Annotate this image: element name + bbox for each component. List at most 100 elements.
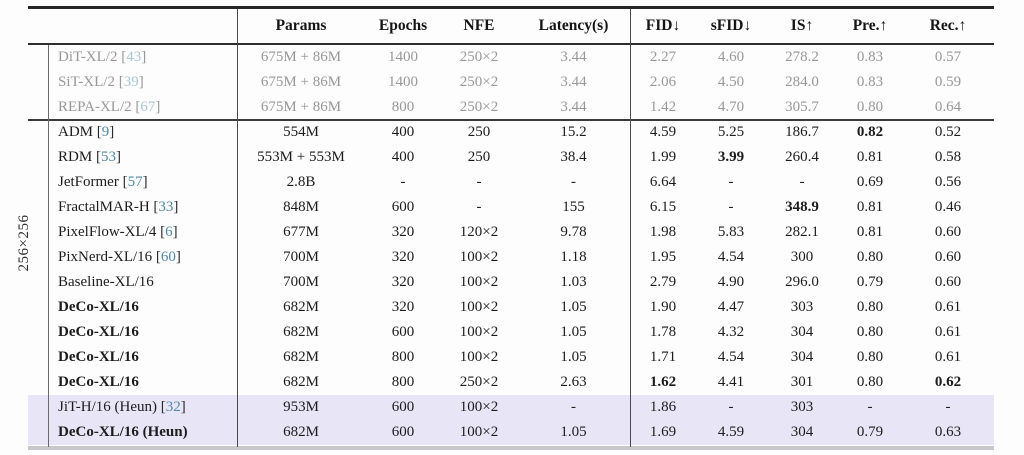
table-row: DeCo-XL/16 (Heun) 682M 600 100×2 1.05 1.69 4.5… <box>28 420 994 445</box>
cell-rec: 0.57 <box>934 49 962 65</box>
cell-params: 675M + 86M <box>260 99 342 115</box>
cell-params: 682M <box>283 349 319 365</box>
benchmark-table: Params Epochs NFE Latency(s) FID↓ sFID↓ … <box>28 6 994 450</box>
model-label: RDM [53] <box>58 149 121 165</box>
model-label: ADM [9] <box>58 124 115 140</box>
cell-nfe: 100×2 <box>459 424 499 440</box>
cell-latency: 1.05 <box>560 424 587 440</box>
cell-rec: 0.56 <box>934 174 962 190</box>
cell-latency: - <box>571 174 576 190</box>
col-header-epochs: Epochs <box>378 16 428 34</box>
divider-latency-fid <box>630 8 632 447</box>
citation-bracket: [ <box>157 399 166 415</box>
cell-pre: 0.69 <box>856 174 884 190</box>
cell-pre: 0.81 <box>856 224 884 240</box>
table-row: ADM [9] 554M 400 250 15.2 4.59 5.25 186.7 0.82 0.… <box>28 120 994 145</box>
citation-link[interactable]: 33 <box>158 199 174 215</box>
col-header-pre: Pre.↑ <box>852 16 888 34</box>
cell-nfe: 250×2 <box>459 49 499 65</box>
cell-fid: 1.62 <box>649 374 677 390</box>
cell-latency: 1.05 <box>560 299 587 315</box>
cell-pre: 0.80 <box>856 374 884 390</box>
cell-pre: 0.80 <box>856 349 884 365</box>
citation-link[interactable]: 6 <box>165 224 173 240</box>
cell-is: 348.9 <box>785 199 819 215</box>
cell-rec: 0.61 <box>934 324 962 340</box>
col-header-sfid: sFID↓ <box>710 16 752 34</box>
citation-bracket: [ <box>117 49 127 65</box>
cell-fid: 1.69 <box>649 424 677 440</box>
cell-fid: 1.42 <box>649 99 677 115</box>
cell-fid: 2.27 <box>649 49 677 65</box>
cell-rec: 0.63 <box>934 424 962 440</box>
cell-nfe: 100×2 <box>459 349 499 365</box>
table-row: DeCo-XL/16 682M 600 100×2 1.05 1.78 4.32 304 0.8… <box>28 320 994 345</box>
citation-link[interactable]: 60 <box>160 249 176 265</box>
cell-epochs: 320 <box>391 274 415 290</box>
cell-nfe: 100×2 <box>459 249 499 265</box>
table-row: RDM [53] 553M + 553M 400 250 38.4 1.99 3.99 260… <box>28 145 994 170</box>
cell-pre: 0.79 <box>856 424 884 440</box>
cell-is: 282.1 <box>785 224 819 240</box>
cell-is: 305.7 <box>785 99 819 115</box>
table-row: Baseline-XL/16 700M 320 100×2 1.03 2.79 4.90 29… <box>28 270 994 295</box>
cell-epochs: - <box>400 174 406 190</box>
col-header-rec: Rec.↑ <box>929 16 967 34</box>
cell-sfid: 4.41 <box>717 374 745 390</box>
cell-pre: 0.79 <box>856 274 884 290</box>
col-header-is: IS↑ <box>790 16 814 34</box>
model-label: SiT-XL/2 [39] <box>58 74 144 90</box>
citation-bracket: [ <box>92 149 101 165</box>
cell-epochs: 400 <box>391 149 415 165</box>
cell-params: 682M <box>283 424 319 440</box>
citation-link[interactable]: 39 <box>123 74 139 90</box>
cell-rec: 0.60 <box>934 249 962 265</box>
cell-fid: 2.79 <box>649 274 677 290</box>
citation-link[interactable]: 67 <box>140 99 156 115</box>
citation-bracket: [ <box>149 199 159 215</box>
cell-epochs: 600 <box>391 324 415 340</box>
cell-fid: 1.90 <box>649 299 677 315</box>
cell-epochs: 800 <box>391 374 415 390</box>
cell-sfid: - <box>728 199 734 215</box>
citation-link[interactable]: 43 <box>126 49 142 65</box>
table-row: DeCo-XL/16 682M 320 100×2 1.05 1.90 4.47 303 0.8… <box>28 295 994 320</box>
cell-params: 700M <box>283 249 319 265</box>
cell-epochs: 320 <box>391 249 415 265</box>
cell-rec: 0.58 <box>934 149 962 165</box>
cell-sfid: 4.70 <box>717 99 745 115</box>
bottom-rule <box>28 446 994 450</box>
cell-latency: 155 <box>562 199 585 215</box>
cell-latency: 1.05 <box>560 324 587 340</box>
table-row: DiT-XL/2 [43] 675M + 86M 1400 250×2 3.44 2.27… <box>28 45 994 70</box>
cell-params: 848M <box>283 199 319 215</box>
citation-link[interactable]: 32 <box>165 399 181 415</box>
cell-sfid: 4.32 <box>717 324 745 340</box>
cell-is: 284.0 <box>785 74 819 90</box>
cell-latency: - <box>571 399 576 415</box>
citation-link[interactable]: 57 <box>127 174 143 190</box>
cell-fid: 1.98 <box>649 224 677 240</box>
citation-bracket: ] <box>155 99 161 115</box>
cell-latency: 9.78 <box>560 224 587 240</box>
model-label: DeCo-XL/16 <box>58 374 139 390</box>
cell-fid: 2.06 <box>649 74 677 90</box>
cell-latency: 38.4 <box>560 149 587 165</box>
table-row: REPA-XL/2 [67] 675M + 86M 800 250×2 3.44 1.42… <box>28 95 994 121</box>
table-row: PixelFlow-XL/4 [6] 677M 320 120×2 9.78 1.98 5.… <box>28 220 994 245</box>
citation-bracket: [ <box>131 99 141 115</box>
cell-is: - <box>799 174 805 190</box>
cell-rec: 0.59 <box>934 74 962 90</box>
citation-link[interactable]: 9 <box>101 124 110 140</box>
cell-params: 953M <box>283 399 319 415</box>
citation-bracket: [ <box>152 249 161 265</box>
cell-sfid: 4.60 <box>717 49 745 65</box>
cell-sfid: 4.50 <box>717 74 745 90</box>
cell-fid: 1.99 <box>649 149 677 165</box>
cell-is: 296.0 <box>785 274 819 290</box>
model-label: DeCo-XL/16 <box>58 324 139 340</box>
cell-nfe: 100×2 <box>459 299 499 315</box>
cell-nfe: 120×2 <box>459 224 499 240</box>
citation-link[interactable]: 53 <box>100 149 116 165</box>
cell-sfid: 4.90 <box>717 274 745 290</box>
